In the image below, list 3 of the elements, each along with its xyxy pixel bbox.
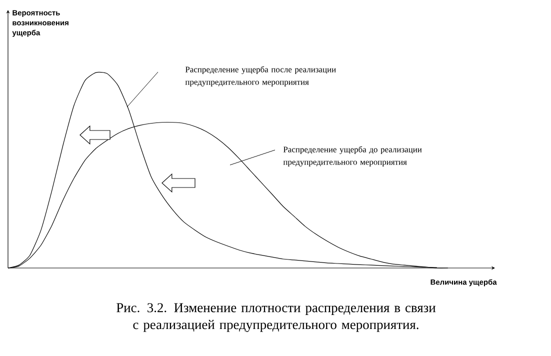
text: Рис. 3.2. Изменение плотности распределения в связи с реализацией предупредительного мероприятия. xyxy=(116,303,436,332)
annotation: Распределение ущерба после реализации предупредительного мероприятия xyxy=(185,66,336,87)
annotation: Распределение ущерба до реализации предупредительного мероприятия xyxy=(283,146,422,167)
